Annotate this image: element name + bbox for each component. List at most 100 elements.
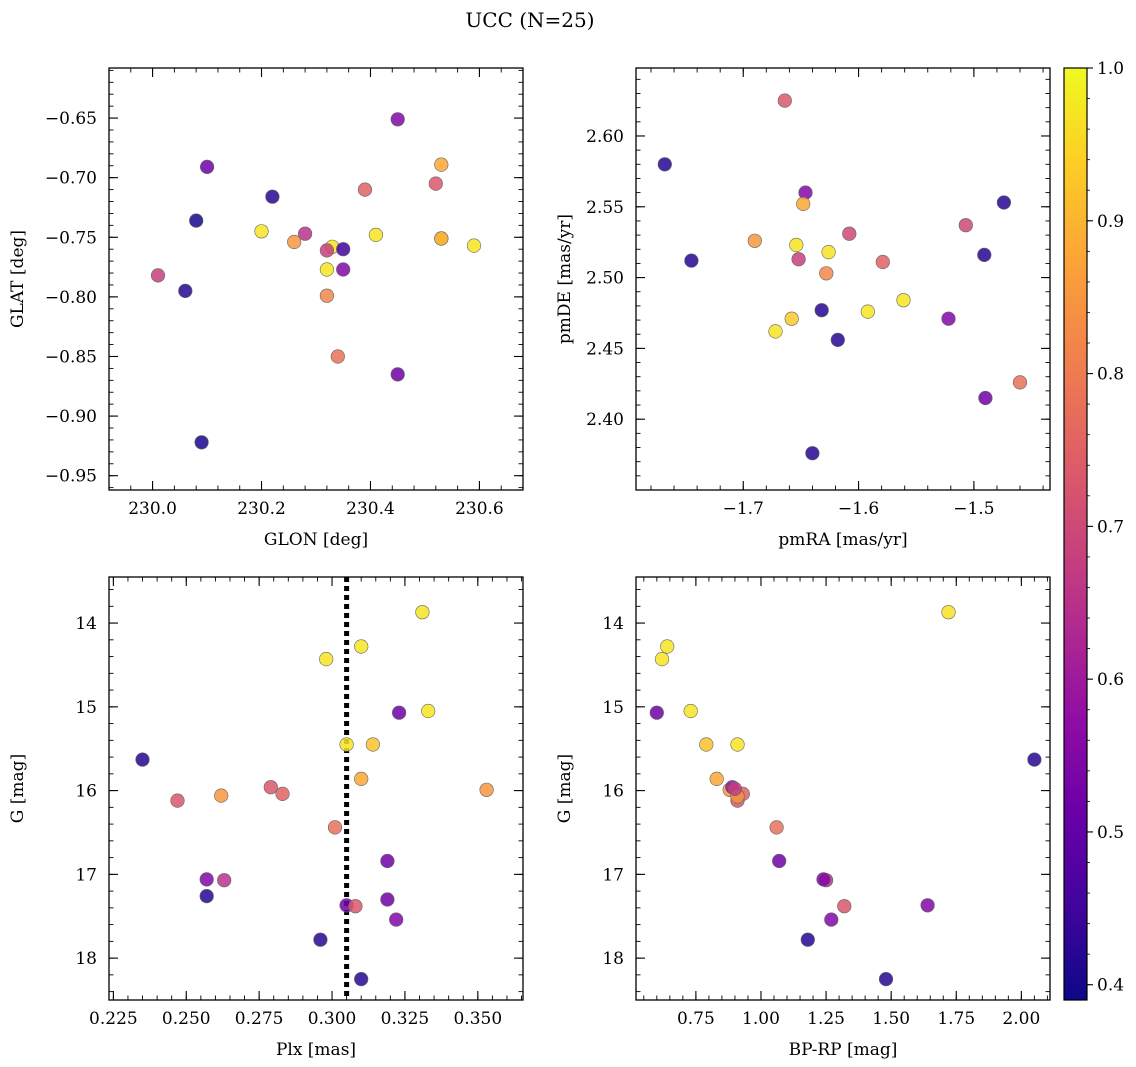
x-tick-label: 1.75 bbox=[937, 1009, 975, 1029]
x-tick-label: 2.00 bbox=[1002, 1009, 1040, 1029]
data-point bbox=[199, 872, 214, 887]
data-point bbox=[415, 605, 430, 620]
x-tick-label: −1.7 bbox=[723, 499, 764, 519]
data-point bbox=[330, 349, 345, 364]
panel-4: 0.75 1.00 1.25 1.50 1.75 2.00 14 15 16 17 18 BP-RP … bbox=[555, 576, 1051, 1060]
data-point bbox=[135, 752, 150, 767]
data-point bbox=[189, 213, 204, 228]
data-point bbox=[194, 435, 209, 450]
data-point bbox=[421, 703, 436, 719]
y-tick-label: 18 bbox=[75, 949, 97, 969]
x-tick-label: 0.250 bbox=[162, 1009, 211, 1029]
data-point bbox=[657, 157, 672, 172]
data-point bbox=[390, 367, 405, 382]
data-point bbox=[684, 253, 699, 268]
x-tick-label: 1.50 bbox=[872, 1009, 910, 1029]
data-point bbox=[319, 651, 334, 667]
y-tick-label: −0.90 bbox=[45, 407, 97, 427]
data-point bbox=[1012, 375, 1028, 390]
colorbar-tick-label: 0.8 bbox=[1097, 365, 1124, 385]
data-point bbox=[941, 311, 956, 326]
data-point bbox=[380, 853, 395, 869]
y-tick-label: 16 bbox=[602, 782, 624, 802]
data-point bbox=[313, 932, 328, 947]
x-tick-label: 230.4 bbox=[346, 499, 395, 519]
data-point bbox=[339, 737, 354, 752]
x-tick-label: 0.325 bbox=[381, 1009, 430, 1029]
y-tick-label: −0.65 bbox=[45, 109, 97, 129]
data-point bbox=[254, 224, 269, 239]
y-tick-label: −0.95 bbox=[45, 467, 97, 487]
scatter-points bbox=[649, 605, 1042, 987]
data-point bbox=[996, 195, 1012, 210]
data-point bbox=[479, 782, 494, 797]
panels: 230.0 230.2 230.4 230.6 −0.65 −0.70 −0.75 −0.80… bbox=[8, 67, 1051, 1060]
axes-frame bbox=[108, 576, 524, 1001]
y-tick-label: −0.70 bbox=[45, 169, 97, 189]
scatter-points bbox=[657, 93, 1028, 461]
data-point bbox=[830, 332, 845, 348]
x-tick-label: 0.275 bbox=[235, 1009, 284, 1029]
data-point bbox=[821, 245, 836, 260]
x-tick-label: 0.75 bbox=[677, 1009, 715, 1029]
y-tick-label: 2.60 bbox=[586, 127, 624, 147]
x-tick-label: 0.300 bbox=[308, 1009, 357, 1029]
y-axis-label: GLAT [deg] bbox=[8, 230, 28, 328]
data-point bbox=[730, 737, 745, 752]
colorbar-tick-label: 1.0 bbox=[1097, 59, 1124, 79]
data-point bbox=[275, 786, 290, 802]
data-point bbox=[789, 237, 804, 253]
x-tick-label: −1.6 bbox=[838, 499, 879, 519]
x-tick-label: 0.225 bbox=[89, 1009, 138, 1029]
data-point bbox=[217, 873, 232, 888]
x-axis-label: Plx [mas] bbox=[276, 1040, 356, 1060]
y-tick-label: 14 bbox=[602, 614, 624, 634]
x-axis-label: BP-RP [mag] bbox=[789, 1040, 898, 1060]
x-axis-label: pmRA [mas/yr] bbox=[778, 530, 907, 550]
x-tick-label: 230.6 bbox=[455, 499, 504, 519]
scatter-points bbox=[150, 112, 482, 450]
x-tick-label: 230.2 bbox=[237, 499, 286, 519]
axes-frame bbox=[108, 67, 524, 491]
data-point bbox=[699, 737, 714, 752]
y-tick-label: 2.50 bbox=[586, 269, 624, 289]
panel-3: 0.225 0.250 0.275 0.300 0.325 0.350 14 15 16 17 18… bbox=[8, 576, 524, 1060]
colorbar-tick-label: 0.6 bbox=[1097, 670, 1124, 690]
data-point bbox=[380, 892, 395, 907]
y-tick-label: 16 bbox=[75, 782, 97, 802]
data-point bbox=[298, 226, 313, 241]
data-point bbox=[805, 446, 820, 461]
panel-1: 230.0 230.2 230.4 230.6 −0.65 −0.70 −0.75 −0.80… bbox=[8, 67, 524, 550]
data-point bbox=[265, 189, 280, 204]
data-point bbox=[1027, 752, 1042, 767]
data-point bbox=[747, 233, 762, 248]
data-point bbox=[796, 196, 811, 211]
y-tick-label: 17 bbox=[75, 865, 97, 885]
y-tick-label: 2.55 bbox=[586, 198, 624, 218]
data-point bbox=[357, 182, 373, 197]
data-point bbox=[348, 899, 363, 914]
data-point bbox=[150, 268, 166, 283]
y-tick-label: 18 bbox=[602, 949, 624, 969]
data-point bbox=[814, 303, 829, 318]
x-tick-label: 1.00 bbox=[742, 1009, 780, 1029]
data-point bbox=[354, 639, 369, 654]
data-point bbox=[791, 252, 806, 267]
data-point bbox=[368, 227, 384, 242]
figure-title: UCC (N=25) bbox=[465, 8, 594, 32]
y-tick-label: 15 bbox=[602, 698, 624, 718]
data-point bbox=[354, 971, 369, 987]
data-point bbox=[683, 703, 698, 719]
data-point bbox=[389, 912, 404, 927]
ticks bbox=[636, 577, 1050, 1000]
y-tick-label: 2.40 bbox=[586, 410, 624, 430]
ticks bbox=[636, 68, 1050, 490]
data-point bbox=[327, 820, 343, 835]
y-tick-label: −0.80 bbox=[45, 288, 97, 308]
colorbar-tick-label: 0.5 bbox=[1097, 823, 1124, 843]
colorbar: 0.4 0.5 0.6 0.7 0.8 0.9 1.0 bbox=[1063, 59, 1124, 1001]
data-point bbox=[336, 262, 351, 277]
scatter-points bbox=[135, 605, 494, 987]
colorbar-tick-label: 0.9 bbox=[1097, 212, 1124, 232]
data-point bbox=[875, 254, 890, 270]
